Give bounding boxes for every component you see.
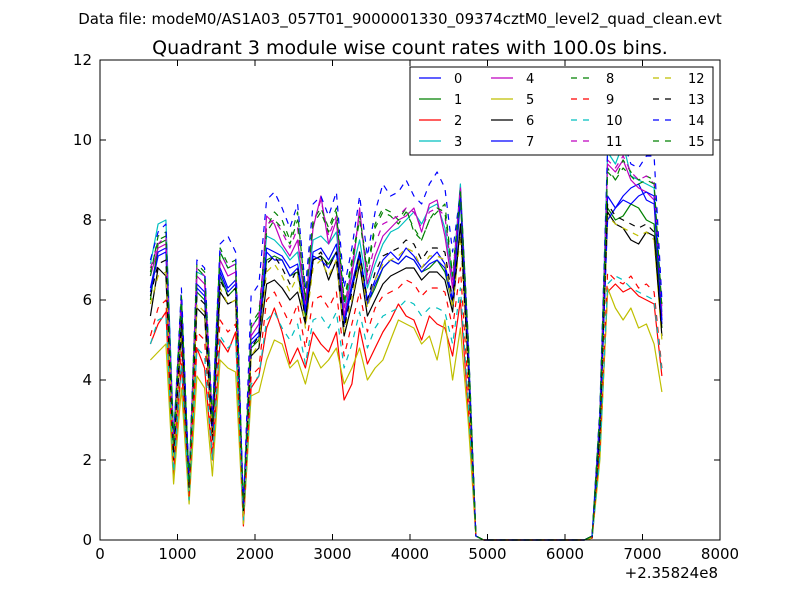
y-tick-label: 6	[82, 291, 92, 309]
legend-label-0: 0	[454, 72, 462, 87]
legend-label-15: 15	[688, 135, 705, 150]
legend-label-1: 1	[454, 93, 462, 108]
x-tick-label: 8000	[701, 545, 739, 563]
x-tick-label: 3000	[313, 545, 351, 563]
legend-label-4: 4	[526, 72, 534, 87]
legend-label-11: 11	[606, 135, 623, 150]
legend-label-13: 13	[688, 93, 705, 108]
x-tick-label: 0	[95, 545, 105, 563]
x-axis: 0 1000 2000 3000 4000 5000 6000 7000 8000	[95, 60, 739, 563]
legend-label-9: 9	[606, 93, 614, 108]
y-tick-label: 0	[82, 531, 92, 549]
y-tick-label: 4	[82, 371, 92, 389]
legend-label-12: 12	[688, 72, 705, 87]
y-tick-label: 10	[73, 131, 92, 149]
legend-label-10: 10	[606, 114, 623, 129]
legend-label-2: 2	[454, 114, 462, 129]
legend-label-3: 3	[454, 135, 462, 150]
y-tick-label: 12	[73, 51, 92, 69]
legend-label-5: 5	[526, 93, 534, 108]
legend-frame	[409, 66, 714, 156]
x-tick-label: 6000	[546, 545, 584, 563]
chart-title: Quadrant 3 module wise count rates with …	[152, 37, 668, 59]
data-file-suptitle: Data file: modeM0/AS1A03_057T01_90000013…	[78, 10, 722, 29]
legend-label-6: 6	[526, 114, 534, 129]
x-tick-label: 7000	[623, 545, 661, 563]
x-tick-label: 5000	[468, 545, 506, 563]
x-axis-offset-label: +2.35824e8	[625, 564, 718, 582]
x-tick-label: 4000	[391, 545, 429, 563]
legend-label-7: 7	[526, 135, 534, 150]
y-tick-label: 2	[82, 451, 92, 469]
x-tick-label: 2000	[236, 545, 274, 563]
x-tick-label: 1000	[158, 545, 196, 563]
y-tick-label: 8	[82, 211, 92, 229]
legend-label-14: 14	[688, 114, 705, 129]
legend-label-8: 8	[606, 72, 614, 87]
